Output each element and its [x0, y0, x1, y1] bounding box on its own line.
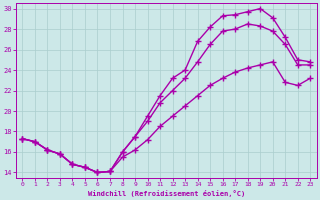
X-axis label: Windchill (Refroidissement éolien,°C): Windchill (Refroidissement éolien,°C)	[88, 190, 245, 197]
